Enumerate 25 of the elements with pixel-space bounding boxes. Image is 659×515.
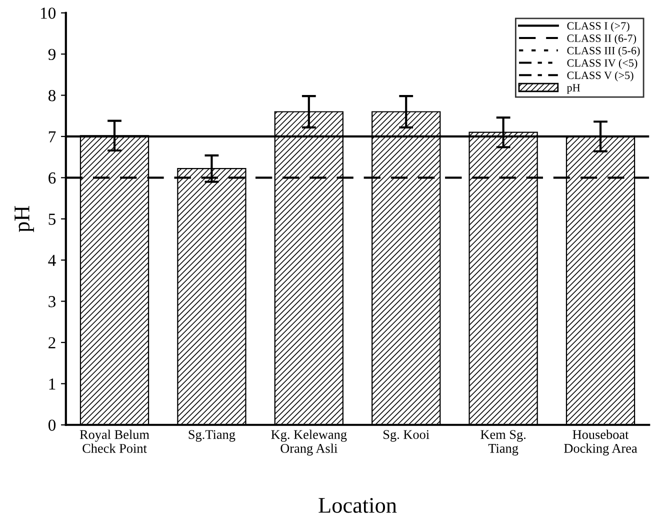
- x-tick-label: Sg. Kooi: [384, 430, 430, 442]
- y-tick-label: 9: [48, 48, 56, 60]
- legend-label: pH: [566, 84, 580, 94]
- x-tick-label: Royal Belum Check Point: [80, 430, 150, 453]
- y-tick-label: 3: [48, 296, 56, 308]
- y-tick-label: 1: [49, 378, 56, 390]
- text: CLASS III (5-6): [567, 46, 640, 57]
- x-axis-title: Location: [318, 498, 397, 513]
- y-tick-label: 0: [48, 420, 56, 431]
- y-tick-label: 4: [48, 254, 56, 266]
- text: CLASS V (>5): [567, 71, 634, 82]
- x-tick-label: Kem Sg. Tiang: [480, 430, 526, 456]
- y-tick-label: 5: [48, 214, 56, 225]
- legend-label: CLASS I (>7): [567, 22, 630, 32]
- text: CLASS IV (<5): [567, 58, 638, 70]
- x-tick-label: Houseboat Docking Area: [564, 430, 638, 456]
- legend-label: CLASS II (6-7): [567, 34, 636, 44]
- y-tick-label: 8: [48, 90, 56, 102]
- y-tick-label: 6: [48, 172, 56, 184]
- y-tick-label: 7: [48, 131, 56, 142]
- x-tick-label: Sg.Tiang: [188, 430, 236, 442]
- y-tick-label: 2: [48, 337, 56, 348]
- y-axis-title: pH: [14, 206, 34, 232]
- y-tick-label: 10: [40, 8, 56, 19]
- x-tick-label: Kg. Kelewang Orang Asli: [271, 430, 347, 456]
